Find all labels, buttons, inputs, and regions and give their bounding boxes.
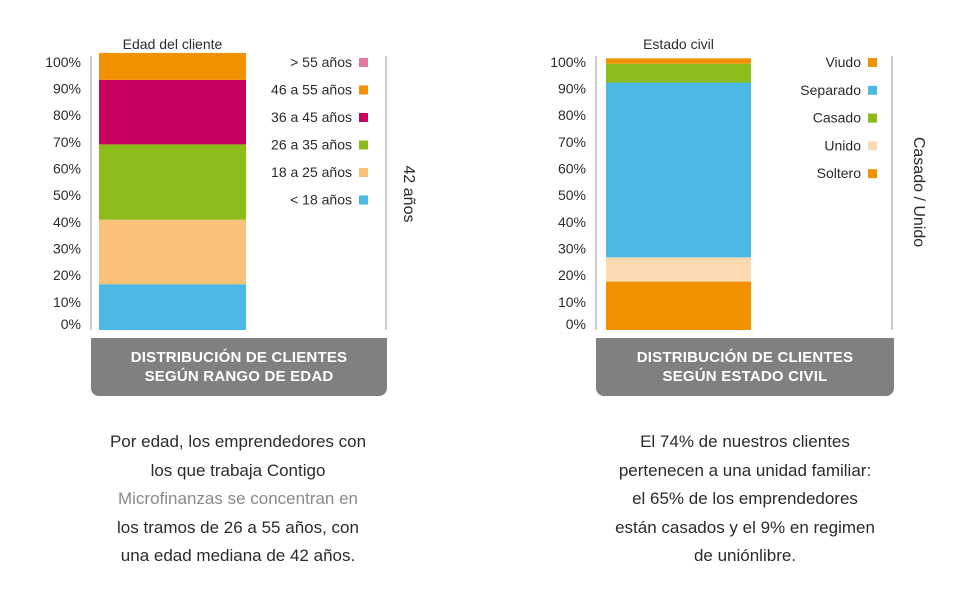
legend-swatch <box>359 113 368 122</box>
legend-swatch <box>868 58 877 67</box>
civil-status-stacked-chart: 100% 90% 80% 70% 60% 50% 40% 30% 20% 10% 0% Estado … <box>550 36 927 332</box>
civil-banner-line1: DISTRIBUCIÓN DE CLIENTES <box>636 349 854 366</box>
legend-label: 18 a 25 años <box>271 164 352 180</box>
age-banner-line1: DISTRIBUCIÓN DE CLIENTES <box>130 349 348 366</box>
y-tick-label: 10% <box>53 294 81 310</box>
age-caption-line: los tramos de 26 a 55 años, con <box>117 517 359 537</box>
legend-swatch <box>359 140 368 150</box>
bar-segment <box>606 58 751 64</box>
y-tick-label: 90% <box>53 81 81 97</box>
y-tick-label: 50% <box>558 187 586 203</box>
bar-segment <box>99 144 246 220</box>
legend-swatch <box>868 113 877 123</box>
legend-label: Unido <box>824 137 861 153</box>
legend-swatch <box>868 85 877 95</box>
legend-label: Casado <box>813 110 861 126</box>
legend-swatch <box>359 58 368 67</box>
age-caption-line: los que trabaja Contigo <box>150 460 326 480</box>
y-tick-label: 80% <box>558 107 586 123</box>
legend-swatch <box>359 195 368 205</box>
y-tick-label: 10% <box>558 294 586 310</box>
y-tick-label: 30% <box>558 241 586 257</box>
y-tick-label: 0% <box>566 316 586 332</box>
legend-label: Viudo <box>825 54 861 70</box>
civil-caption-line: de uniónlibre. <box>693 546 797 565</box>
age-caption-line: Por edad, los emprendedores con <box>109 432 367 451</box>
y-tick-label: 80% <box>53 107 81 123</box>
bar-segment <box>99 79 246 145</box>
legend-label: 46 a 55 años <box>271 82 352 98</box>
age-banner-line2: SEGÚN RANGO DE EDAD <box>144 368 334 385</box>
chart-title: Estado civil <box>643 36 714 52</box>
legend-label: Soltero <box>817 165 862 181</box>
legend-label: Separado <box>800 82 861 98</box>
legend-label: 36 a 45 años <box>271 109 352 125</box>
age-stacked-chart: 100% 90% 80% 70% 60% 50% 40% 30% 20% 10% 0% Edad de… <box>45 36 417 332</box>
y-tick-label: 40% <box>53 214 81 230</box>
civil-banner: DISTRIBUCIÓN DE CLIENTES SEGÚN ESTADO CI… <box>596 338 894 396</box>
chart-title: Edad del cliente <box>123 36 223 52</box>
age-caption-line: una edad mediana de 42 años. <box>120 546 356 565</box>
y-tick-label: 60% <box>558 161 586 177</box>
y-tick-label: 70% <box>53 134 81 150</box>
age-caption: Por edad, los emprendedores con los que … <box>78 428 398 571</box>
y-tick-label: 50% <box>53 187 81 203</box>
civil-caption-line: están casados y el 9% en regimen <box>615 517 875 537</box>
bar-segment <box>99 284 246 330</box>
civil-banner-line2: SEGÚN ESTADO CIVIL <box>662 368 828 385</box>
legend-swatch <box>868 169 877 179</box>
civil-caption: El 74% de nuestros clientes pertenecen a… <box>580 428 910 571</box>
y-tick-label: 100% <box>45 54 81 70</box>
legend-label: < 18 años <box>290 192 352 208</box>
bar-segment <box>606 63 751 83</box>
age-distribution-panel: 100% 90% 80% 70% 60% 50% 40% 30% 20% 10% 0% Edad de… <box>45 36 417 571</box>
legend-label: 26 a 35 años <box>271 137 352 153</box>
y-tick-label: 20% <box>558 267 586 283</box>
y-tick-label: 40% <box>558 214 586 230</box>
age-banner: DISTRIBUCIÓN DE CLIENTES SEGÚN RANGO DE … <box>91 338 387 396</box>
legend-swatch <box>868 141 877 151</box>
y-tick-label: 90% <box>558 81 586 97</box>
side-label: 42 años <box>400 166 417 223</box>
bar-segment <box>99 52 246 80</box>
bar-segment <box>606 257 751 282</box>
y-tick-label: 20% <box>53 267 81 283</box>
bar-segment <box>99 219 246 285</box>
age-caption-line: Microfinanzas se concentran en <box>117 489 359 508</box>
legend-swatch <box>359 85 368 95</box>
y-tick-label: 0% <box>61 316 81 332</box>
civil-caption-line: pertenecen a una unidad familiar: <box>618 460 872 480</box>
legend-label: > 55 años <box>290 54 352 70</box>
civil-caption-line: El 74% de nuestros clientes <box>640 432 850 451</box>
side-label: Casado / Unido <box>910 137 927 247</box>
civil-caption-line: el 65% de los emprendedores <box>632 489 858 508</box>
legend-swatch <box>359 168 368 177</box>
y-tick-label: 100% <box>550 54 586 70</box>
bar-segment <box>606 82 751 258</box>
bar-segment <box>606 281 751 330</box>
y-tick-label: 60% <box>53 161 81 177</box>
y-tick-label: 30% <box>53 241 81 257</box>
y-tick-label: 70% <box>558 134 586 150</box>
civil-status-panel: 100% 90% 80% 70% 60% 50% 40% 30% 20% 10% 0% Estado … <box>480 0 960 596</box>
